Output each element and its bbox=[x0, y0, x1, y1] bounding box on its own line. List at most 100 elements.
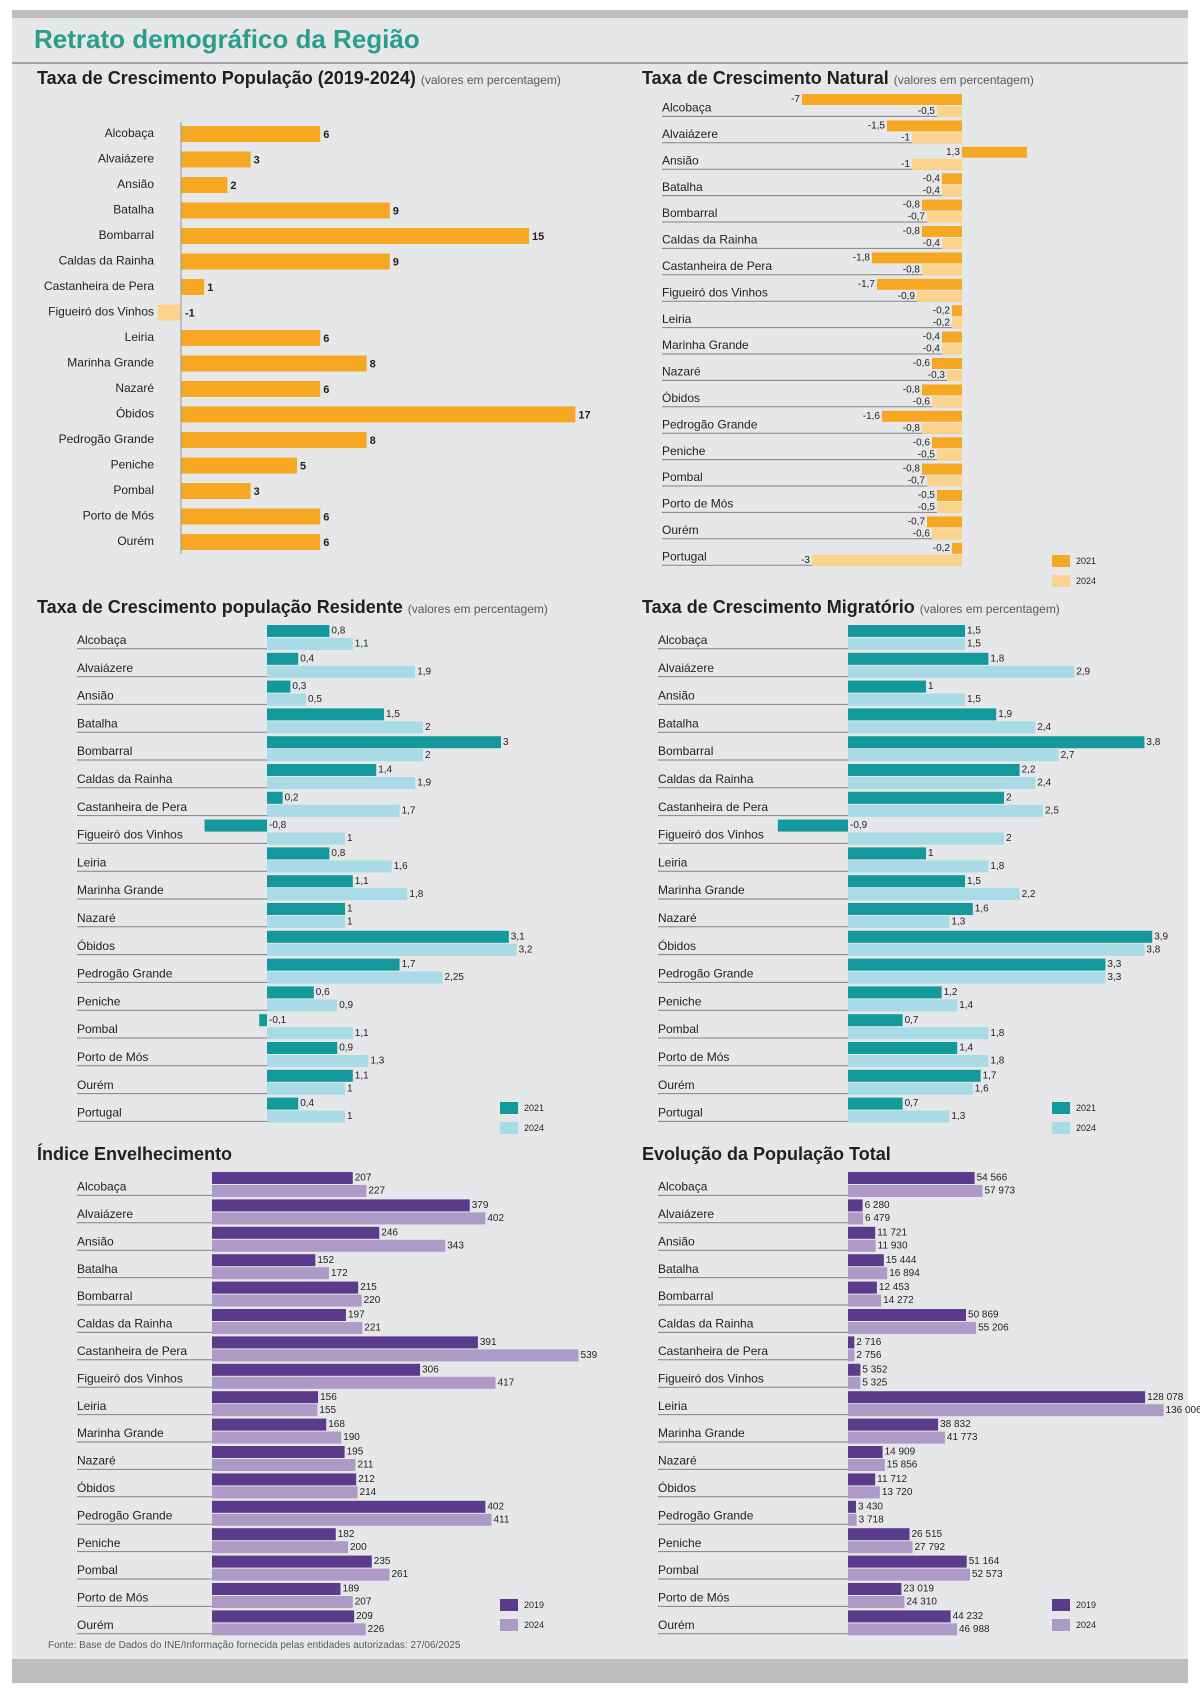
natural-growth-legend: 2021 2024 bbox=[1052, 551, 1096, 591]
category-label: Batalha bbox=[77, 1262, 118, 1276]
category-label: Batalha bbox=[113, 203, 154, 217]
bar bbox=[267, 1082, 345, 1095]
value-label: 0,4 bbox=[300, 653, 314, 664]
value-label: 1,1 bbox=[355, 876, 369, 887]
bar bbox=[204, 819, 267, 832]
bar bbox=[848, 1528, 910, 1541]
bar bbox=[848, 1568, 970, 1581]
legend-label-2024: 2024 bbox=[1076, 1620, 1097, 1630]
value-label: 1,6 bbox=[394, 861, 408, 872]
bar bbox=[848, 1336, 855, 1349]
value-label: -0,9 bbox=[898, 291, 916, 302]
value-label: 0,7 bbox=[905, 1098, 919, 1109]
value-label: 51 164 bbox=[969, 1556, 1000, 1567]
bar bbox=[848, 1239, 876, 1252]
bar bbox=[267, 1069, 353, 1082]
category-label: Bombarral bbox=[662, 206, 717, 220]
category-label: Batalha bbox=[77, 716, 118, 730]
value-label: 136 006 bbox=[1166, 1405, 1200, 1416]
bar bbox=[212, 1583, 341, 1595]
bar bbox=[267, 777, 416, 789]
value-label: 52 573 bbox=[972, 1569, 1003, 1580]
resident-growth-title: Taxa de Crescimento população Residente … bbox=[37, 597, 548, 618]
bar bbox=[212, 1349, 579, 1362]
bar bbox=[267, 903, 345, 915]
bar bbox=[267, 916, 345, 928]
value-label: 417 bbox=[498, 1377, 515, 1388]
aging-index-legend: 2019 2024 bbox=[500, 1595, 544, 1635]
bar bbox=[848, 1254, 884, 1267]
bar bbox=[848, 903, 973, 915]
value-label: -0,4 bbox=[923, 332, 941, 343]
value-label: 50 869 bbox=[968, 1310, 999, 1321]
value-label: -0,8 bbox=[903, 385, 921, 396]
bar bbox=[212, 1486, 358, 1499]
pop-growth-subtitle: (valores em percentagem) bbox=[420, 73, 561, 87]
bar bbox=[848, 1555, 967, 1568]
value-label: -0,9 bbox=[850, 820, 868, 831]
bar bbox=[877, 278, 962, 290]
bar bbox=[212, 1623, 366, 1636]
bar bbox=[212, 1404, 318, 1417]
value-label: -0,8 bbox=[903, 464, 921, 475]
value-label: -0,8 bbox=[903, 200, 921, 211]
category-label: Portugal bbox=[658, 1106, 703, 1120]
bar bbox=[212, 1363, 421, 1376]
migratory-growth-legend: 2021 2024 bbox=[1052, 1098, 1096, 1138]
value-label: -0,2 bbox=[933, 317, 951, 328]
bar bbox=[212, 1459, 356, 1471]
bar bbox=[848, 1226, 876, 1239]
value-label: 0,9 bbox=[339, 1000, 353, 1011]
bar bbox=[848, 625, 965, 637]
value-label: 2,25 bbox=[445, 972, 465, 983]
value-label: 220 bbox=[364, 1295, 381, 1306]
category-label: Nazaré bbox=[658, 1454, 697, 1468]
migratory-growth-title: Taxa de Crescimento Migratório (valores … bbox=[642, 597, 1060, 618]
legend-swatch-2019 bbox=[500, 1599, 518, 1611]
value-label: 1,5 bbox=[967, 639, 981, 650]
value-label: 5 325 bbox=[862, 1377, 887, 1388]
category-label: Leiria bbox=[77, 855, 107, 869]
category-label: Óbidos bbox=[662, 390, 700, 405]
natural-growth-chart: Alcobaça -7 -0,5 Alvaiázere -1,5 -1 Ansião 1,3 -… bbox=[662, 94, 1027, 566]
category-label: Pedrogão Grande bbox=[658, 967, 754, 981]
category-label: Óbidos bbox=[77, 1480, 115, 1495]
value-label: 1,4 bbox=[959, 1043, 973, 1054]
value-label: 1,1 bbox=[355, 1028, 369, 1039]
legend-swatch-2024 bbox=[500, 1122, 518, 1134]
value-label: -0,2 bbox=[933, 543, 951, 554]
bar bbox=[181, 202, 390, 219]
legend-label-2019: 2019 bbox=[524, 1600, 545, 1610]
value-label: 2,9 bbox=[1076, 666, 1090, 677]
value-label: 1,8 bbox=[409, 889, 423, 900]
total-population-title: Evolução da População Total bbox=[642, 1144, 891, 1165]
value-label: 1,6 bbox=[975, 1083, 989, 1094]
value-label: 402 bbox=[487, 1213, 504, 1224]
value-label: 3,3 bbox=[1107, 959, 1121, 970]
value-label: 0,9 bbox=[339, 1043, 353, 1054]
value-label: 41 773 bbox=[947, 1432, 978, 1443]
category-label: Bombarral bbox=[99, 228, 154, 242]
value-label: -0,7 bbox=[908, 476, 926, 487]
bar bbox=[848, 1014, 903, 1027]
bar bbox=[932, 358, 962, 369]
category-label: Porto de Mós bbox=[658, 1591, 729, 1605]
bar bbox=[848, 1500, 856, 1513]
bar bbox=[848, 916, 950, 928]
bar bbox=[848, 638, 965, 650]
value-label: 9 bbox=[393, 205, 399, 217]
value-label: 1,4 bbox=[378, 765, 392, 776]
bar bbox=[927, 475, 962, 487]
bar bbox=[848, 958, 1106, 971]
category-label: Peniche bbox=[77, 1536, 121, 1550]
value-label: 26 515 bbox=[912, 1529, 943, 1540]
category-label: Marinha Grande bbox=[77, 883, 164, 897]
value-label: 1 bbox=[928, 848, 934, 859]
value-label: 3 bbox=[254, 486, 260, 498]
bar bbox=[848, 1212, 864, 1225]
value-label: 1,3 bbox=[951, 1111, 965, 1122]
category-label: Pedrogão Grande bbox=[77, 1508, 173, 1522]
value-label: 6 bbox=[323, 384, 329, 396]
category-label: Leiria bbox=[77, 1399, 107, 1413]
category-label: Alcobaça bbox=[658, 633, 708, 647]
